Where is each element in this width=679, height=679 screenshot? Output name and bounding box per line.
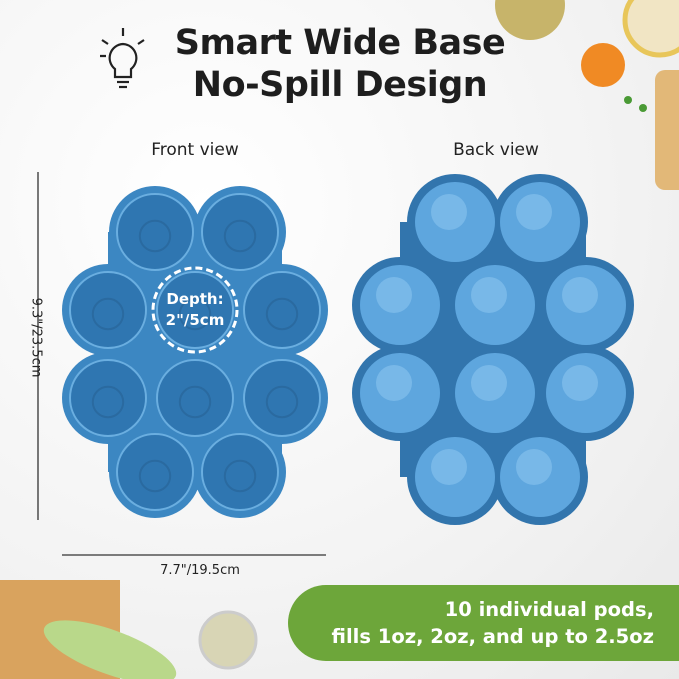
jar-decoration	[198, 610, 258, 670]
pod-cavity-base	[223, 459, 257, 493]
pod-highlight	[562, 277, 598, 313]
pod-cavity	[156, 271, 234, 349]
pod-cavity	[201, 193, 279, 271]
pod-cavity-base	[178, 297, 212, 331]
board-decoration	[655, 70, 679, 190]
pod-cavity	[243, 359, 321, 437]
pod-cavity	[201, 433, 279, 511]
page-title: Smart Wide Base No-Spill Design	[150, 22, 530, 106]
front-view-label: Front view	[151, 140, 239, 160]
pod-highlight	[431, 449, 467, 485]
banner-line-2: fills 1oz, 2oz, and up to 2.5oz	[331, 625, 654, 648]
pod-highlight	[376, 277, 412, 313]
food-bowl-decoration	[622, 0, 679, 58]
pod-cavity-base	[265, 385, 299, 419]
back-view-label: Back view	[453, 140, 539, 160]
pod-cavity	[69, 271, 147, 349]
depth-label-line-1: Depth:	[166, 290, 224, 308]
title-line-1: Smart Wide Base	[174, 23, 506, 63]
capacity-banner: 10 individual pods, fills 1oz, 2oz, and …	[288, 585, 679, 661]
pod-cavity	[116, 193, 194, 271]
title-line-2: No-Spill Design	[192, 65, 488, 105]
tray-body	[400, 222, 586, 477]
food-bowl-decoration	[495, 0, 565, 40]
pod-highlight	[516, 449, 552, 485]
pod-highlight	[431, 194, 467, 230]
pod-highlight	[376, 365, 412, 401]
front-view-tray	[62, 186, 328, 518]
pod-cavity-base	[265, 297, 299, 331]
peas-decoration	[639, 104, 647, 112]
back-view-tray	[352, 174, 634, 525]
zucchini-decoration	[43, 620, 177, 679]
depth-highlight-ring	[151, 266, 239, 354]
jar-decoration	[581, 43, 625, 87]
pod-highlight	[471, 365, 507, 401]
depth-label: Depth: 2"/5cm	[150, 289, 240, 331]
pod-cavity-base	[138, 219, 172, 253]
pod-cavity	[156, 359, 234, 437]
pod-cavity	[116, 433, 194, 511]
height-dimension-label: 9.3"/23.5cm	[28, 297, 44, 378]
lightbulb-icon	[100, 28, 145, 89]
pod-cavity-base	[138, 459, 172, 493]
pod-cavity-base	[91, 297, 125, 331]
pod-cavity	[69, 359, 147, 437]
pod-cavity-base	[91, 385, 125, 419]
pod-highlight	[562, 365, 598, 401]
pod-cavity-base	[178, 385, 212, 419]
pod-highlight	[471, 277, 507, 313]
banner-line-1: 10 individual pods,	[444, 598, 654, 621]
width-dimension-label: 7.7"/19.5cm	[160, 563, 240, 578]
pod-cavity-base	[223, 219, 257, 253]
depth-label-line-2: 2"/5cm	[165, 311, 225, 329]
peas-decoration	[624, 96, 632, 104]
pod-cavity	[243, 271, 321, 349]
pod-highlight	[516, 194, 552, 230]
